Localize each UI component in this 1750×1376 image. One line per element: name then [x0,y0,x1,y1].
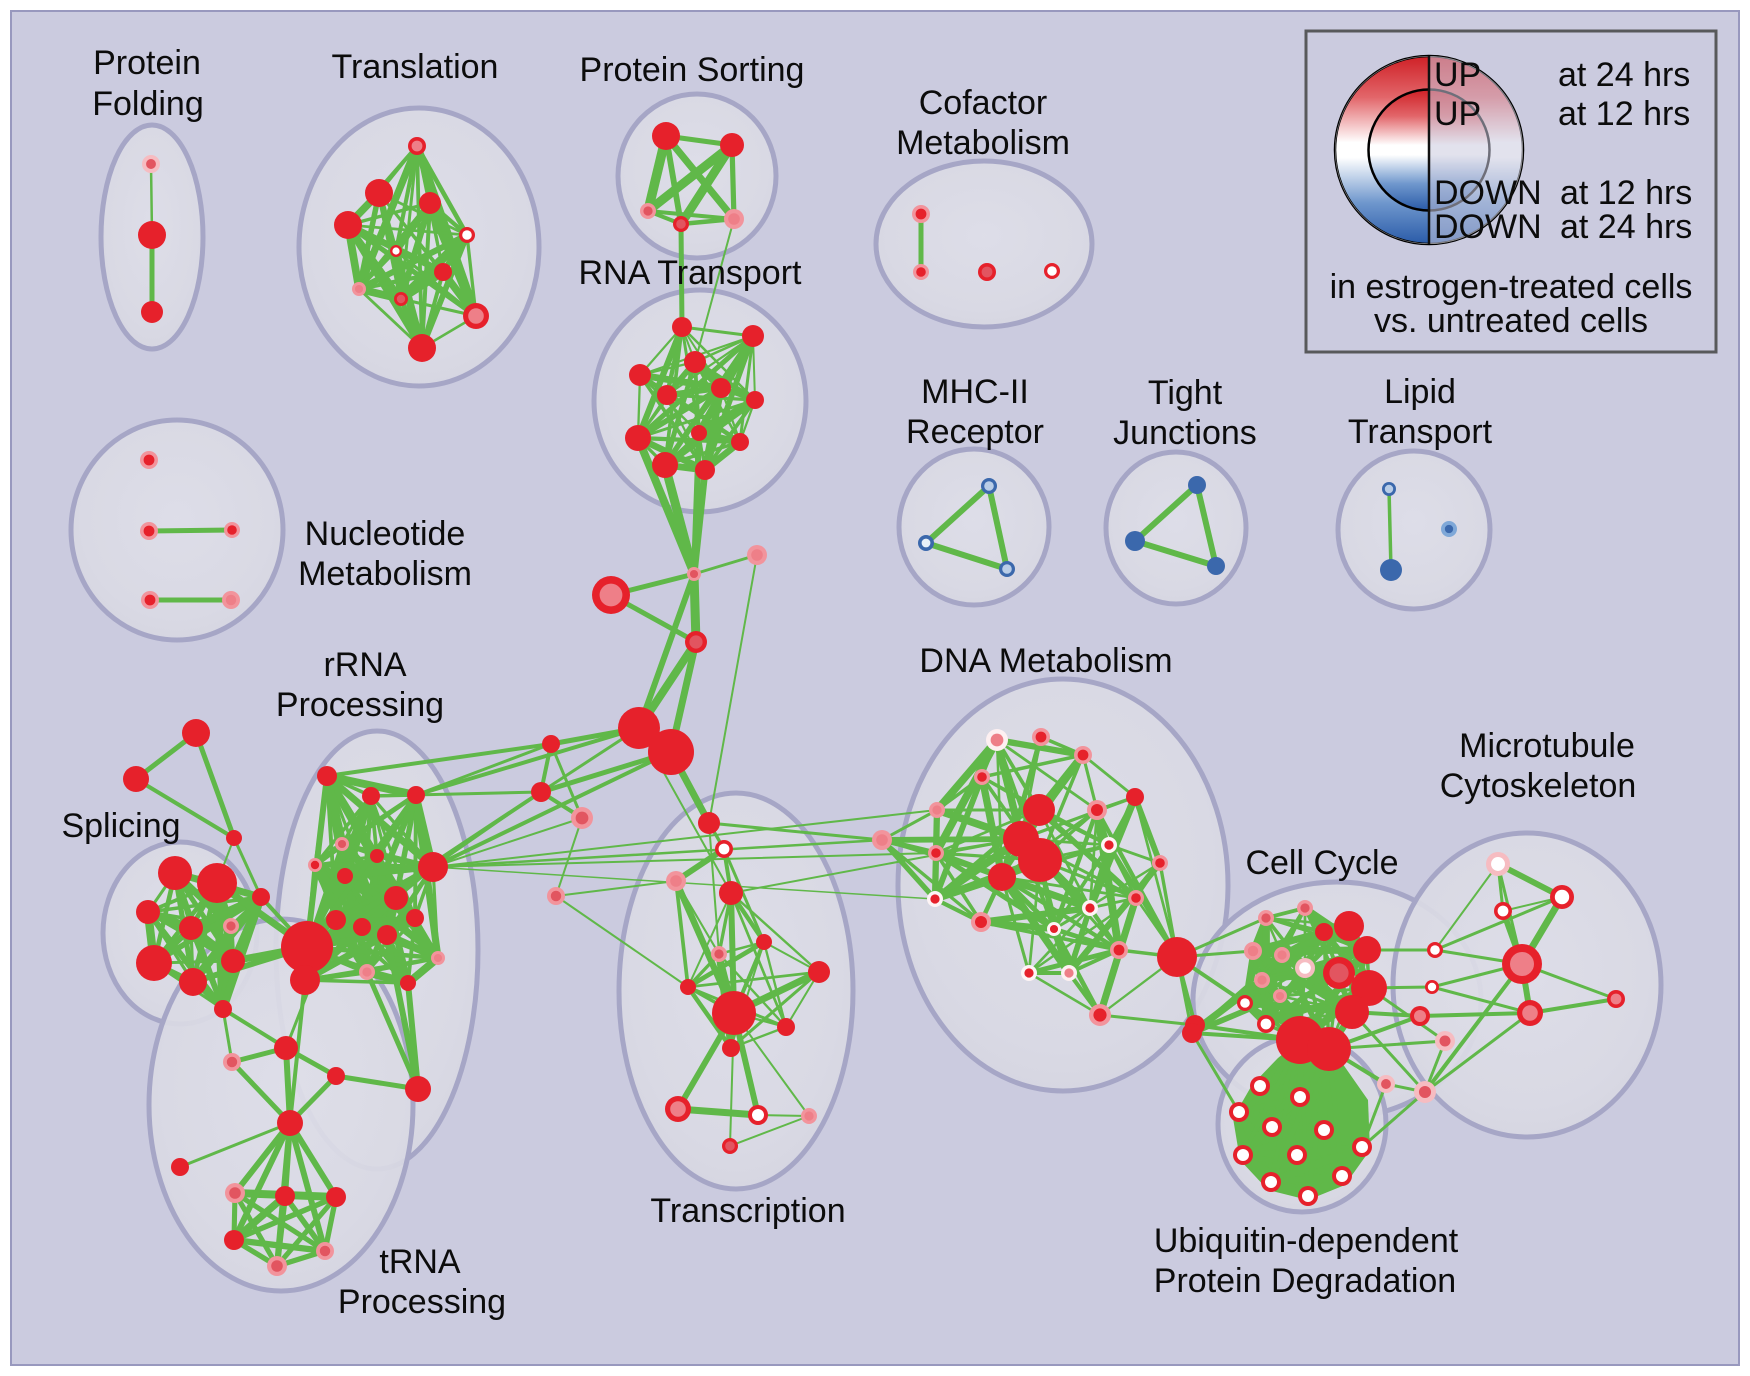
svg-text:Junctions: Junctions [1113,414,1257,452]
svg-text:at 24 hrs: at 24 hrs [1558,56,1690,94]
svg-text:Processing: Processing [338,1283,506,1321]
svg-text:rRNA: rRNA [323,646,406,684]
svg-text:in estrogen-treated cells: in estrogen-treated cells [1330,268,1693,306]
svg-text:Translation: Translation [332,48,499,86]
svg-text:Protein Degradation: Protein Degradation [1154,1262,1456,1300]
svg-text:Transport: Transport [1348,413,1493,451]
svg-text:Metabolism: Metabolism [298,555,472,593]
svg-text:Protein Sorting: Protein Sorting [580,51,805,89]
svg-text:Processing: Processing [276,686,444,724]
svg-text:UP: UP [1434,56,1481,94]
svg-text:DNA Metabolism: DNA Metabolism [919,642,1172,680]
svg-text:Splicing: Splicing [61,807,180,845]
svg-text:at 24 hrs: at 24 hrs [1560,208,1692,246]
svg-text:DOWN: DOWN [1434,174,1542,212]
svg-text:at 12 hrs: at 12 hrs [1558,95,1690,133]
svg-text:Folding: Folding [92,85,204,123]
svg-text:Cofactor: Cofactor [919,84,1048,122]
svg-text:Receptor: Receptor [906,413,1044,451]
svg-text:at 12 hrs: at 12 hrs [1560,174,1692,212]
svg-text:tRNA: tRNA [379,1243,461,1281]
svg-text:Protein: Protein [93,44,201,82]
svg-text:vs. untreated cells: vs. untreated cells [1374,302,1648,340]
svg-text:UP: UP [1434,95,1481,133]
svg-text:RNA Transport: RNA Transport [579,254,803,292]
svg-text:MHC-II: MHC-II [921,373,1029,411]
svg-text:Ubiquitin-dependent: Ubiquitin-dependent [1154,1222,1459,1260]
svg-text:Nucleotide: Nucleotide [305,515,466,553]
svg-text:Transcription: Transcription [650,1192,845,1230]
svg-text:Metabolism: Metabolism [896,124,1070,162]
svg-text:Microtubule: Microtubule [1459,727,1635,765]
svg-text:Cytoskeleton: Cytoskeleton [1440,767,1637,805]
svg-text:Lipid: Lipid [1384,373,1456,411]
svg-text:Cell Cycle: Cell Cycle [1245,844,1398,882]
svg-text:DOWN: DOWN [1434,208,1542,246]
svg-text:Tight: Tight [1148,374,1223,412]
